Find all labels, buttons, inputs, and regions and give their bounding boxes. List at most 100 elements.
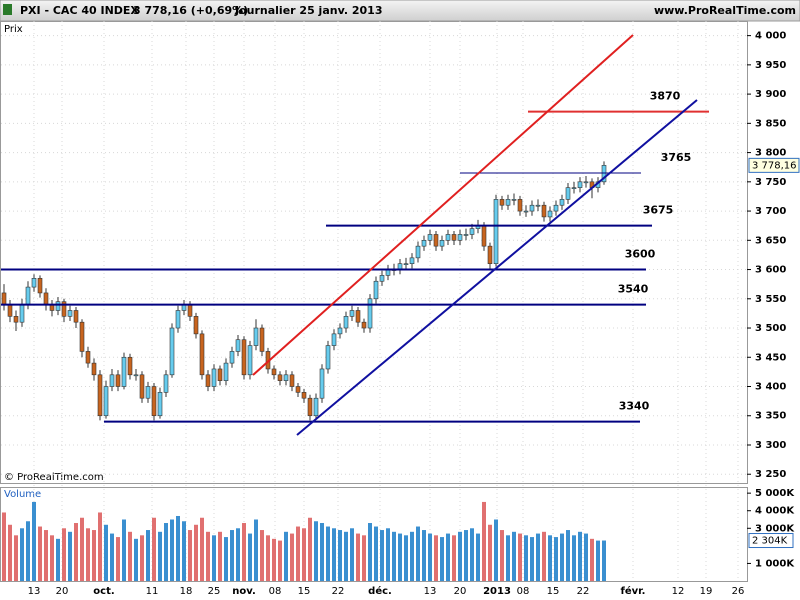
volume-bar xyxy=(206,531,210,581)
y-tick-label: 3 800 xyxy=(755,148,786,159)
candle-body xyxy=(259,327,265,352)
candle-body xyxy=(61,301,67,317)
candle-body xyxy=(343,316,349,329)
x-tick-label: 13 xyxy=(28,586,41,597)
y-tick-label: 3 650 xyxy=(755,235,786,246)
candle-body xyxy=(379,275,385,282)
quote: 3 778,16 (+0,69%) xyxy=(133,4,248,17)
candle-body xyxy=(127,356,133,376)
volume-bar xyxy=(302,528,306,581)
candle-body xyxy=(175,310,181,329)
volume-bar xyxy=(224,537,228,581)
volume-bar xyxy=(56,538,60,581)
last-volume-box xyxy=(748,533,794,549)
volume-bar xyxy=(284,531,288,581)
volume-bar xyxy=(20,528,24,581)
volume-bar xyxy=(116,537,120,581)
site[interactable]: www.ProRealTime.com xyxy=(654,4,796,17)
volume-bar xyxy=(194,524,198,581)
volume-bar xyxy=(134,538,138,581)
volume-bar xyxy=(80,517,84,581)
volume-bar xyxy=(62,528,66,581)
volume-bar xyxy=(392,531,396,581)
candle-body xyxy=(451,234,457,241)
candle-body xyxy=(289,374,295,387)
candle-body xyxy=(523,210,529,213)
x-tick-label: 12 xyxy=(672,586,685,597)
volume-bar xyxy=(230,530,234,581)
volume-bar xyxy=(422,530,426,581)
volume-bar xyxy=(506,535,510,581)
x-tick-label: 13 xyxy=(424,586,437,597)
x-tick-label: 15 xyxy=(547,586,560,597)
candle-body xyxy=(187,304,193,317)
candle-body xyxy=(367,298,373,329)
trend-line xyxy=(252,34,634,376)
volume-bar xyxy=(458,531,462,581)
volume-bar xyxy=(314,521,318,581)
volume-bar xyxy=(98,512,102,581)
volume-bar xyxy=(350,528,354,581)
volume-bar xyxy=(338,530,342,581)
candle-body xyxy=(601,165,607,183)
level-label: 3870 xyxy=(650,90,681,103)
volume-bar xyxy=(386,528,390,581)
candle-body xyxy=(91,362,97,376)
volume-bar xyxy=(416,526,420,581)
candle-body xyxy=(511,199,517,201)
volume-bar xyxy=(2,512,6,581)
x-tick-label: 20 xyxy=(56,586,69,597)
candle-body xyxy=(217,368,223,381)
x-tick-label: 19 xyxy=(700,586,713,597)
volume-bar xyxy=(554,537,558,581)
volume-bar xyxy=(176,515,180,581)
level-label: 3540 xyxy=(618,283,649,296)
volume-bar xyxy=(380,530,384,581)
volume-bar xyxy=(566,530,570,581)
candle-body xyxy=(445,234,451,241)
candle-body xyxy=(463,234,469,236)
candle-body xyxy=(487,245,493,264)
candle-body xyxy=(283,374,289,381)
volume-bar xyxy=(452,535,456,581)
volume-bar xyxy=(200,517,204,581)
candle-body xyxy=(361,321,367,329)
volume-bar xyxy=(236,528,240,581)
volume-bar xyxy=(278,540,282,581)
x-tick-label: 18 xyxy=(180,586,193,597)
volume-bar xyxy=(128,531,132,581)
volume-bar xyxy=(242,523,246,581)
candle-body xyxy=(37,278,43,294)
volume-bar xyxy=(110,533,114,581)
y-tick-label: 3 300 xyxy=(755,440,786,451)
candle-body xyxy=(1,292,7,305)
volume-bar xyxy=(212,535,216,581)
candle-body xyxy=(583,181,589,184)
candle-body xyxy=(409,257,415,264)
volume-bar xyxy=(158,531,162,581)
candle-body xyxy=(271,368,277,376)
volume-bar xyxy=(146,530,150,581)
price-label: Prix xyxy=(4,24,23,35)
candle-body xyxy=(301,392,307,399)
candle-body xyxy=(13,316,19,323)
volume-bar xyxy=(464,530,468,581)
volume-bar xyxy=(38,526,42,581)
volume-bar xyxy=(548,535,552,581)
volume-bar xyxy=(602,540,606,581)
volume-bar xyxy=(74,523,78,581)
volume-label: Volume xyxy=(4,489,41,500)
x-tick-label: 26 xyxy=(732,586,745,597)
volume-bar xyxy=(440,537,444,581)
candle-body xyxy=(67,310,73,317)
volume-bar xyxy=(170,519,174,581)
candle-body xyxy=(79,321,85,352)
volume-bar xyxy=(122,519,126,581)
volume-bar xyxy=(248,533,252,581)
candle-body xyxy=(85,351,91,364)
candle-body xyxy=(247,345,253,376)
candle-body xyxy=(337,327,343,335)
candle-body xyxy=(319,368,325,399)
candle-body xyxy=(277,374,283,381)
